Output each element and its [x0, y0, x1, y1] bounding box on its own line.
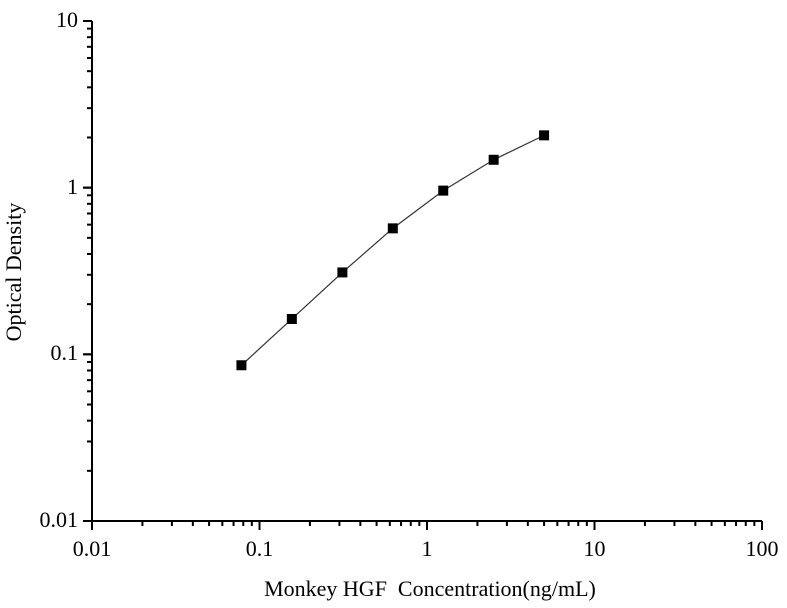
y-tick-label: 0.1	[50, 340, 79, 366]
data-point-marker	[438, 185, 449, 196]
x-axis-label: Monkey HGF Concentration(ng/mL)	[264, 576, 596, 601]
x-tick-label: 10	[583, 536, 606, 561]
y-tick-label: 1	[67, 173, 78, 199]
data-point-marker	[539, 130, 550, 141]
data-point-marker	[286, 313, 297, 324]
data-point-marker	[488, 154, 499, 165]
x-tick-label: 1	[421, 536, 433, 561]
x-tick-label: 100	[745, 536, 779, 561]
data-point-marker	[337, 267, 348, 278]
data-point-marker	[236, 360, 247, 371]
y-tick-label: 0.01	[39, 507, 79, 532]
data-point-marker	[387, 223, 398, 234]
y-axis-label: Optical Density	[1, 202, 26, 342]
series-line	[241, 134, 545, 366]
y-tick-label: 10	[56, 7, 78, 32]
x-tick-label: 0.01	[72, 536, 112, 561]
x-tick-label: 0.1	[245, 536, 274, 561]
